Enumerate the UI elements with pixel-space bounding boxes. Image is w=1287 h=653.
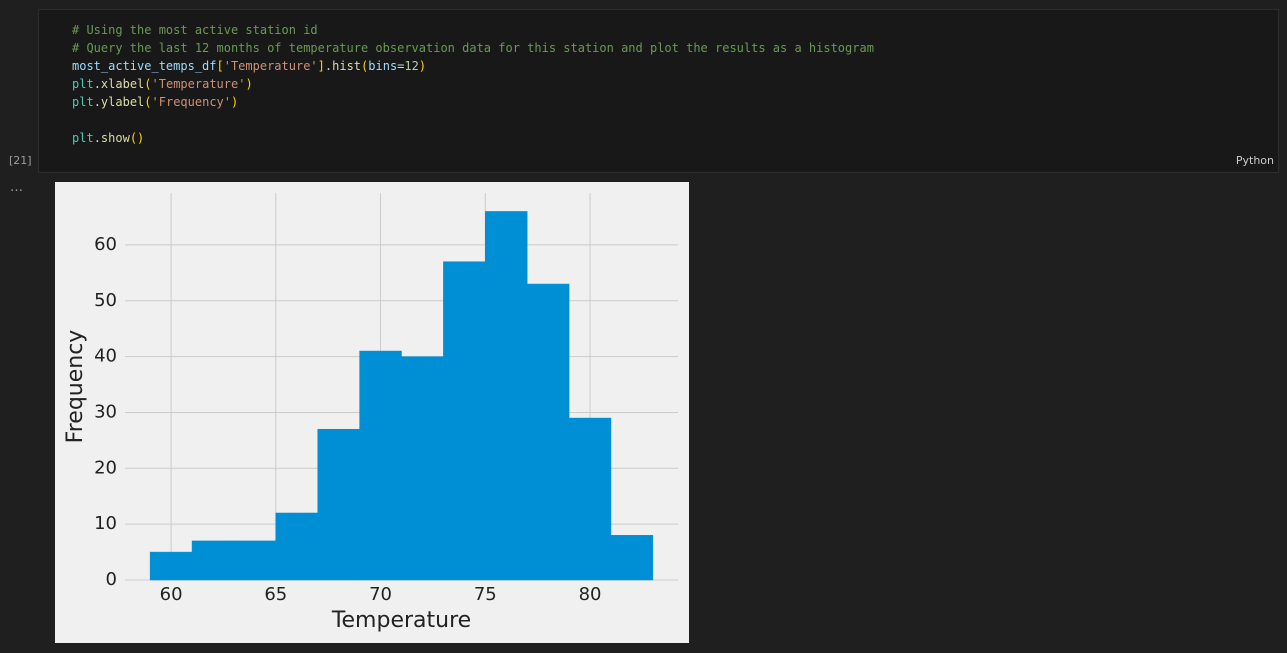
code-token: [: [216, 59, 224, 73]
code-token: hist: [332, 59, 362, 73]
y-tick-label: 50: [94, 290, 117, 311]
histogram-bar: [149, 551, 193, 581]
code-token: show: [100, 131, 130, 145]
y-tick-label: 60: [94, 234, 117, 255]
histogram-bar: [275, 512, 318, 581]
histogram-bar: [233, 540, 277, 581]
code-line: plt.xlabel('Temperature'): [72, 76, 253, 92]
code-token: (: [144, 95, 152, 109]
code-token: =: [397, 59, 405, 73]
code-token: .: [93, 131, 101, 145]
code-token: 'Temperature': [151, 77, 246, 91]
code-token: (): [129, 131, 145, 145]
code-line: most_active_temps_df['Temperature'].hist…: [72, 58, 426, 74]
histogram-bar: [359, 350, 402, 581]
code-token: ): [418, 59, 427, 73]
code-line: # Query the last 12 months of temperatur…: [72, 40, 874, 56]
language-label[interactable]: Python: [1235, 154, 1274, 167]
code-cell[interactable]: # Using the most active station id # Quer…: [38, 9, 1279, 173]
y-tick-label: 30: [94, 401, 117, 422]
x-tick-label: 75: [474, 584, 497, 605]
x-tick-label: 65: [264, 584, 287, 605]
y-tick-label: 0: [106, 569, 117, 590]
histogram-bar: [401, 356, 444, 581]
code-token: plt: [72, 95, 94, 109]
code-token: (: [361, 59, 369, 73]
y-tick-label: 20: [94, 457, 117, 478]
code-token: xlabel: [100, 77, 145, 91]
x-axis-label: Temperature: [331, 608, 471, 633]
execution-count: [21]: [9, 154, 32, 167]
code-token: 'Temperature': [223, 59, 318, 73]
code-token: .: [93, 77, 101, 91]
code-token: # Using the most active station id: [72, 23, 318, 37]
histogram-bar: [317, 428, 360, 581]
code-token: most_active_temps_df: [72, 59, 217, 73]
code-token: ylabel: [100, 95, 145, 109]
code-token: 12: [404, 59, 419, 73]
x-tick-label: 80: [579, 584, 602, 605]
x-tick-label: 70: [369, 584, 392, 605]
y-axis-label: Frequency: [63, 330, 88, 444]
y-tick-label: 10: [94, 513, 117, 534]
histogram-bar: [191, 540, 235, 581]
histogram-bar: [485, 211, 528, 581]
code-token: ]: [317, 59, 325, 73]
code-token: .: [324, 59, 333, 73]
histogram-bar: [526, 283, 570, 581]
code-token: (: [144, 77, 152, 91]
code-token: ): [245, 77, 253, 91]
histogram-bar: [568, 417, 612, 581]
output-menu[interactable]: …: [10, 180, 23, 195]
code-token: 'Frequency': [151, 95, 231, 109]
x-tick-label: 60: [160, 584, 183, 605]
code-line: # Using the most active station id: [72, 22, 318, 38]
histogram-bar: [443, 261, 486, 581]
code-token: # Query the last 12 months of temperatur…: [72, 41, 874, 55]
code-token: ): [231, 95, 239, 109]
code-line: plt.show(): [72, 130, 144, 146]
histogram-bar: [610, 535, 654, 581]
code-token: bins: [368, 59, 398, 73]
code-token: plt: [72, 131, 94, 145]
code-token: plt: [72, 77, 94, 91]
code-token: .: [93, 95, 101, 109]
code-line: plt.ylabel('Frequency'): [72, 94, 238, 110]
y-tick-label: 40: [94, 346, 117, 367]
